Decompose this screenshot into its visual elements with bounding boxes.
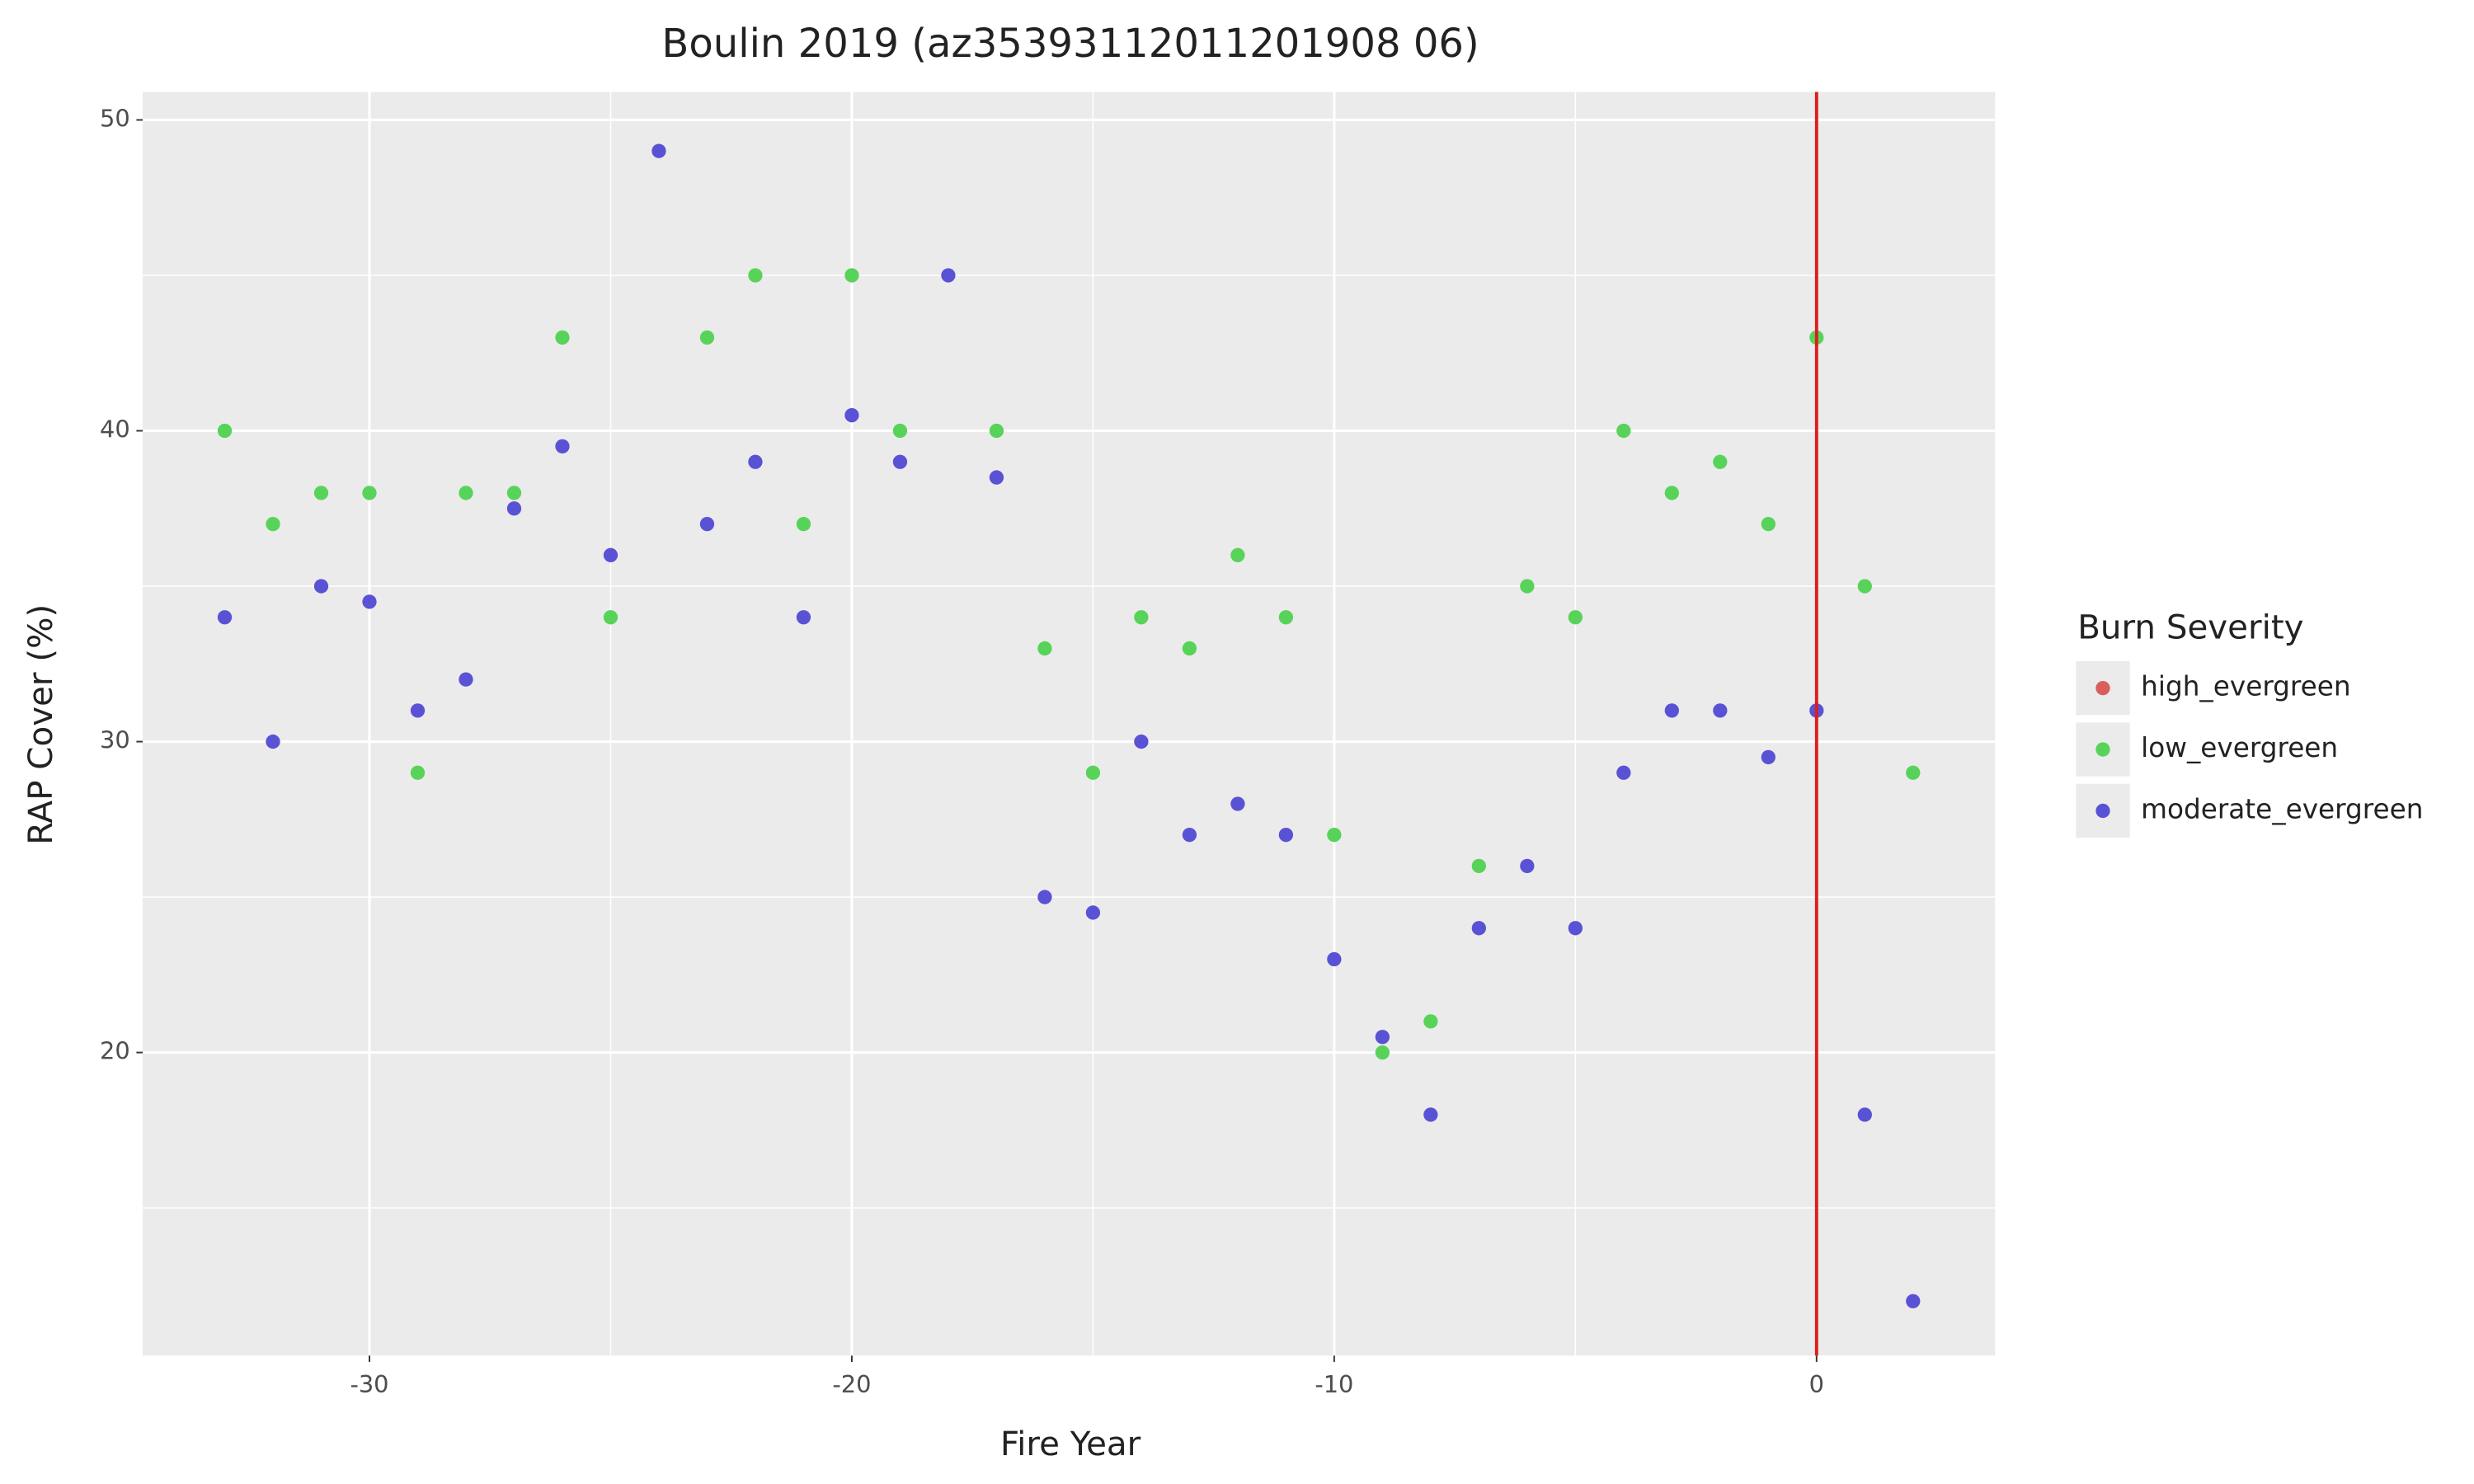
point — [1375, 1045, 1390, 1060]
point — [1278, 610, 1294, 625]
point — [1664, 486, 1679, 500]
point — [217, 610, 233, 625]
point — [555, 439, 570, 454]
legend-label: high_evergreen — [2141, 671, 2350, 702]
legend-marker — [2095, 803, 2110, 819]
point — [1327, 828, 1342, 843]
point — [1085, 905, 1101, 920]
point — [506, 486, 522, 500]
point — [892, 423, 908, 439]
point — [266, 734, 280, 749]
legend-label: moderate_evergreen — [2141, 793, 2423, 824]
point — [1327, 951, 1342, 967]
point — [362, 594, 377, 609]
point — [1857, 1107, 1872, 1122]
point — [1520, 579, 1535, 594]
y-tick-label: 40 — [100, 416, 130, 444]
point — [699, 516, 715, 532]
point — [844, 408, 859, 423]
x-tick-label: -30 — [350, 1370, 388, 1398]
x-axis-label: Fire Year — [1000, 1425, 1141, 1463]
point — [1906, 1294, 1921, 1308]
point — [266, 516, 280, 532]
point — [1230, 796, 1245, 811]
point — [362, 486, 377, 500]
point — [1568, 921, 1583, 936]
point — [459, 672, 473, 687]
point — [1664, 703, 1679, 718]
point — [1037, 890, 1052, 904]
point — [1713, 703, 1728, 718]
point — [1761, 749, 1776, 765]
x-tick-label: -10 — [1315, 1370, 1353, 1398]
y-tick-label: 30 — [100, 726, 130, 754]
legend-marker — [2095, 680, 2110, 696]
point — [699, 330, 715, 345]
point — [459, 486, 473, 500]
point — [603, 547, 618, 562]
point — [651, 143, 666, 158]
point — [1182, 641, 1197, 656]
point — [1857, 579, 1872, 594]
point — [1423, 1014, 1438, 1029]
chart-title: Boulin 2019 (az35393112011201908 06) — [661, 21, 1479, 67]
point — [410, 765, 426, 780]
point — [1085, 765, 1101, 780]
point — [748, 454, 763, 469]
point — [989, 470, 1004, 485]
legend-title: Burn Severity — [2077, 608, 2303, 646]
point — [1230, 547, 1245, 562]
point — [941, 268, 956, 283]
point — [1520, 858, 1535, 874]
legend-label: low_evergreen — [2141, 732, 2338, 763]
point — [1568, 610, 1583, 625]
plot-background — [143, 92, 1996, 1356]
point — [313, 579, 329, 594]
point — [1906, 765, 1921, 780]
point — [1471, 921, 1487, 936]
point — [796, 610, 811, 625]
point — [1423, 1107, 1438, 1122]
point — [1134, 734, 1149, 749]
x-tick-label: -20 — [832, 1370, 871, 1398]
y-axis-label: RAP Cover (%) — [21, 604, 60, 845]
point — [748, 268, 763, 283]
point — [796, 516, 811, 532]
point — [1471, 858, 1487, 874]
point — [313, 486, 329, 500]
point — [410, 703, 426, 718]
point — [989, 423, 1004, 439]
point — [844, 268, 859, 283]
point — [217, 423, 233, 439]
point — [1134, 610, 1149, 625]
point — [1713, 454, 1728, 469]
point — [506, 501, 522, 516]
x-tick-label: 0 — [1809, 1370, 1824, 1398]
point — [1037, 641, 1052, 656]
point — [1616, 765, 1631, 780]
point — [1182, 828, 1197, 843]
point — [1375, 1030, 1390, 1045]
point — [1616, 423, 1631, 439]
y-tick-label: 50 — [100, 104, 130, 132]
point — [603, 610, 618, 625]
point — [555, 330, 570, 345]
legend-marker — [2095, 742, 2110, 757]
y-tick-label: 20 — [100, 1037, 130, 1065]
point — [1278, 828, 1294, 843]
point — [1761, 516, 1776, 532]
point — [892, 454, 908, 469]
